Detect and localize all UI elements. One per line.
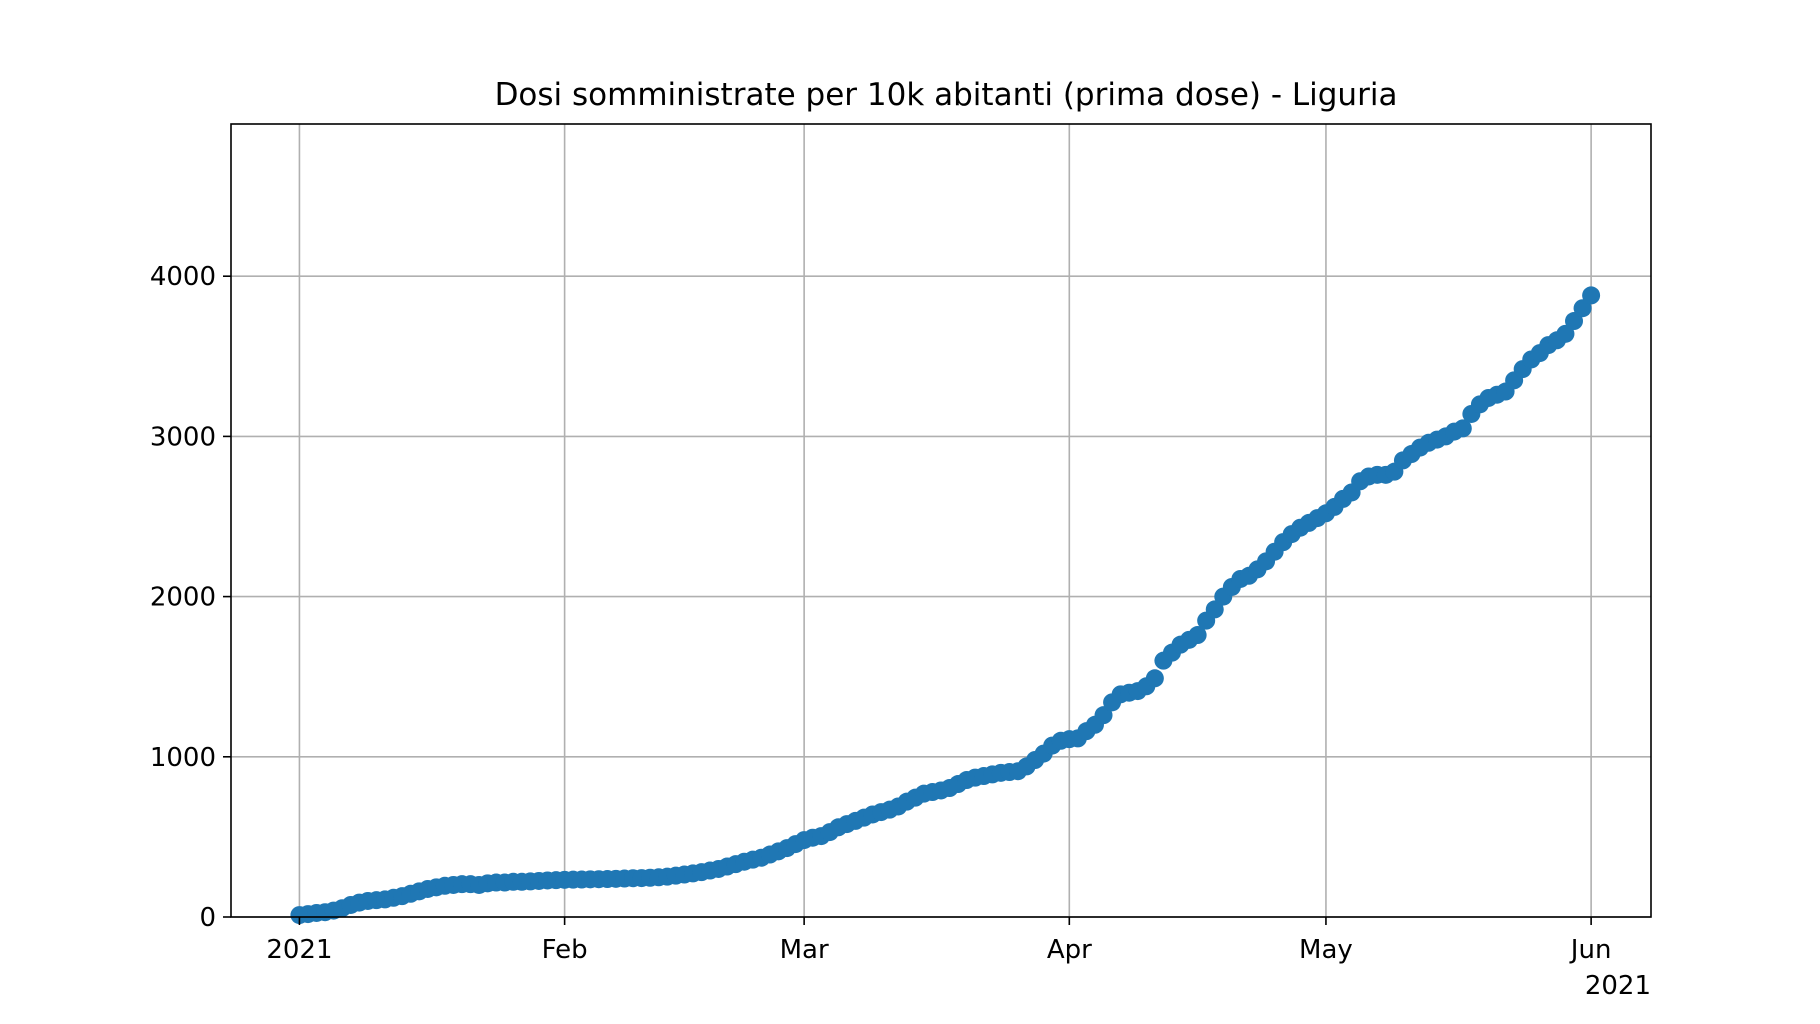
y-tick-label: 2000	[150, 583, 216, 613]
x-tick-label: Feb	[542, 935, 588, 965]
data-point	[1188, 626, 1207, 645]
y-tick-label: 0	[199, 903, 216, 933]
y-tick-label: 1000	[150, 743, 216, 773]
data-point	[1573, 299, 1592, 318]
data-point	[1582, 286, 1601, 305]
data-point	[1094, 706, 1113, 725]
x-axis-offset-label: 2021	[1585, 971, 1651, 1001]
data-point	[1565, 312, 1584, 331]
axis-ticks: 2021 Feb Mar Apr May Jun 0 1000 2000 3000 4000	[150, 262, 1612, 965]
data-point	[1556, 324, 1575, 343]
x-tick-label: May	[1299, 935, 1353, 965]
data-point	[1453, 419, 1472, 438]
data-point	[1205, 600, 1224, 619]
chart-title: Dosi somministrate per 10k abitanti (pri…	[495, 77, 1398, 113]
x-tick-label: 2021	[266, 935, 332, 965]
x-tick-label: Mar	[780, 935, 829, 965]
y-tick-label: 3000	[150, 422, 216, 452]
x-tick-label: Jun	[1569, 935, 1612, 965]
y-tick-label: 4000	[150, 262, 216, 292]
plot-frame	[230, 123, 1652, 918]
data-points	[290, 286, 1601, 925]
data-point	[1145, 669, 1164, 688]
x-tick-label: Apr	[1047, 935, 1092, 965]
